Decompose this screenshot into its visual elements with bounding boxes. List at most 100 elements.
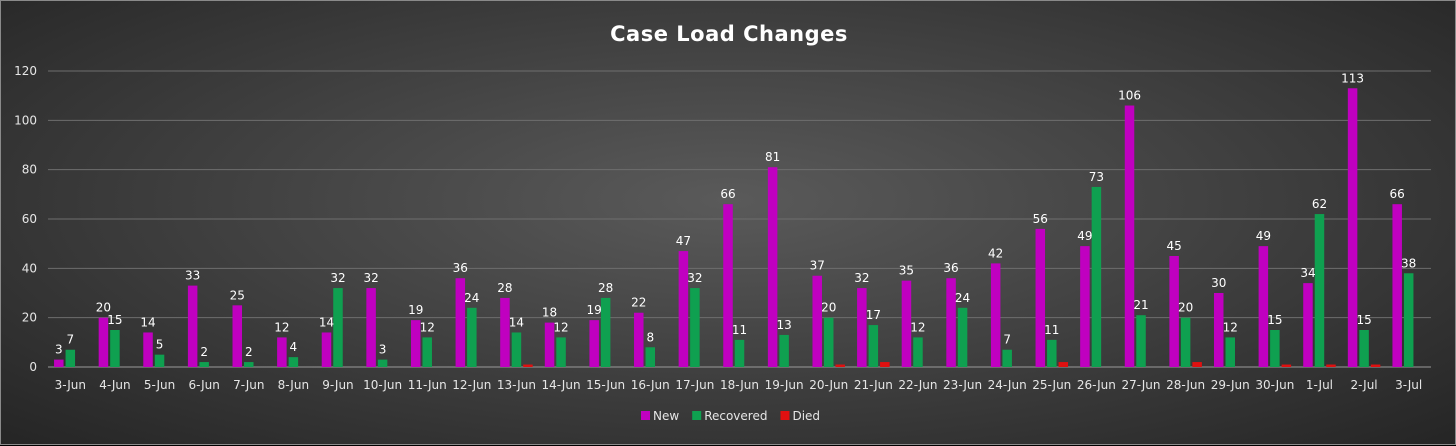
- gridlines: [48, 70, 1431, 368]
- x-tick-label: 19-Jun: [765, 378, 804, 392]
- bar-died: [1192, 362, 1202, 367]
- x-tick-label: 15-Jun: [586, 378, 625, 392]
- data-label-new: 3: [55, 343, 63, 357]
- data-label-recovered: 15: [1267, 313, 1282, 327]
- legend-label-died: Died: [792, 409, 820, 423]
- bar-recovered: [199, 362, 209, 367]
- data-label-new: 66: [720, 187, 735, 201]
- x-tick-label: 13-Jun: [497, 378, 536, 392]
- data-label-recovered: 38: [1401, 256, 1416, 270]
- data-label-recovered: 14: [509, 315, 524, 329]
- bar-new: [187, 285, 198, 367]
- x-tick-label: 10-Jun: [363, 378, 402, 392]
- data-label-new: 37: [810, 259, 825, 273]
- bar-new: [1392, 204, 1402, 367]
- data-label-new: 19: [408, 303, 423, 317]
- bar-new: [946, 278, 956, 367]
- data-label-recovered: 15: [1356, 313, 1371, 327]
- data-label-new: 14: [319, 315, 334, 329]
- bar-recovered: [377, 359, 388, 367]
- x-tick-label: 22-Jun: [898, 378, 937, 392]
- bar-died: [1281, 364, 1292, 367]
- bar-recovered: [957, 307, 968, 367]
- y-tick-label: 120: [14, 64, 37, 78]
- bar-new: [634, 312, 644, 367]
- bar-recovered: [511, 332, 522, 367]
- data-label-new: 30: [1211, 276, 1226, 290]
- data-label-new: 49: [1077, 229, 1092, 243]
- x-tick-label: 12-Jun: [452, 378, 491, 392]
- data-label-new: 18: [542, 306, 557, 320]
- data-label-recovered: 32: [687, 271, 702, 285]
- bar-new: [143, 332, 153, 367]
- bar-recovered: [288, 357, 299, 367]
- x-tick-label: 8-Jun: [278, 378, 309, 392]
- y-tick-label: 40: [22, 261, 37, 275]
- data-label-new: 81: [765, 150, 780, 164]
- data-label-recovered: 28: [598, 281, 613, 295]
- x-tick-label: 5-Jun: [144, 378, 175, 392]
- y-tick-label: 80: [22, 163, 37, 177]
- bar-recovered: [1002, 349, 1012, 367]
- data-label-recovered: 20: [821, 301, 836, 315]
- bar-recovered: [1359, 330, 1369, 367]
- bar-new: [1258, 246, 1269, 367]
- data-label-new: 25: [230, 288, 245, 302]
- bar-new: [678, 251, 689, 367]
- bar-died: [1058, 362, 1069, 367]
- data-label-recovered: 4: [290, 340, 298, 354]
- data-label-new: 49: [1256, 229, 1271, 243]
- bar-recovered: [154, 354, 165, 367]
- bar-new: [857, 288, 867, 367]
- bar-new: [1303, 283, 1313, 367]
- x-tick-label: 16-Jun: [631, 378, 670, 392]
- bar-new: [1347, 88, 1358, 368]
- data-label-new: 34: [1300, 266, 1315, 280]
- y-tick-label: 100: [14, 113, 37, 127]
- x-tick-label: 27-Jun: [1122, 378, 1161, 392]
- bar-new: [767, 167, 778, 367]
- x-tick-label: 1-Jul: [1306, 378, 1333, 392]
- data-label-new: 36: [453, 261, 468, 275]
- bar-died: [1326, 364, 1336, 367]
- y-tick-label: 20: [22, 311, 37, 325]
- bar-new: [1169, 256, 1179, 367]
- data-label-recovered: 8: [646, 330, 654, 344]
- bar-recovered: [65, 349, 76, 367]
- data-label-recovered: 13: [776, 318, 791, 332]
- x-tick-label: 18-Jun: [720, 378, 759, 392]
- bar-died: [523, 364, 533, 367]
- bar-recovered: [1091, 186, 1102, 367]
- y-axis-ticks: 0 20 40 60 80 100 120: [14, 64, 37, 374]
- bar-new: [321, 332, 332, 367]
- bar-recovered: [1314, 214, 1325, 367]
- data-label-new: 33: [185, 269, 200, 283]
- data-label-new: 56: [1033, 212, 1048, 226]
- x-tick-label: 21-Jun: [854, 378, 893, 392]
- data-label-new: 28: [497, 281, 512, 295]
- bar-recovered: [110, 330, 120, 367]
- data-label-recovered: 7: [1003, 333, 1011, 347]
- data-label-new: 32: [363, 271, 378, 285]
- bar-new: [1080, 246, 1090, 367]
- x-tick-label: 3-Jul: [1395, 378, 1422, 392]
- bar-recovered: [333, 288, 343, 367]
- data-label-new: 32: [854, 271, 869, 285]
- data-label-recovered: 12: [420, 320, 435, 334]
- data-label-recovered: 32: [330, 271, 345, 285]
- bar-recovered: [868, 325, 879, 367]
- bar-recovered: [600, 297, 611, 367]
- bar-recovered: [467, 307, 477, 367]
- x-tick-label: 6-Jun: [188, 378, 219, 392]
- data-label-new: 45: [1166, 239, 1181, 253]
- bar-died: [1370, 364, 1381, 367]
- x-axis-ticks: 3-Jun 4-Jun 5-Jun 6-Jun 7-Jun 8-Jun 9-Jun 10-Ju…: [55, 378, 1423, 392]
- legend: New Recovered Died: [641, 409, 820, 423]
- bar-recovered: [422, 337, 432, 367]
- data-label-recovered: 2: [200, 345, 208, 359]
- bar-new: [54, 359, 64, 367]
- bar-recovered: [244, 362, 254, 367]
- bar-recovered: [779, 334, 789, 367]
- bar-new: [589, 320, 599, 367]
